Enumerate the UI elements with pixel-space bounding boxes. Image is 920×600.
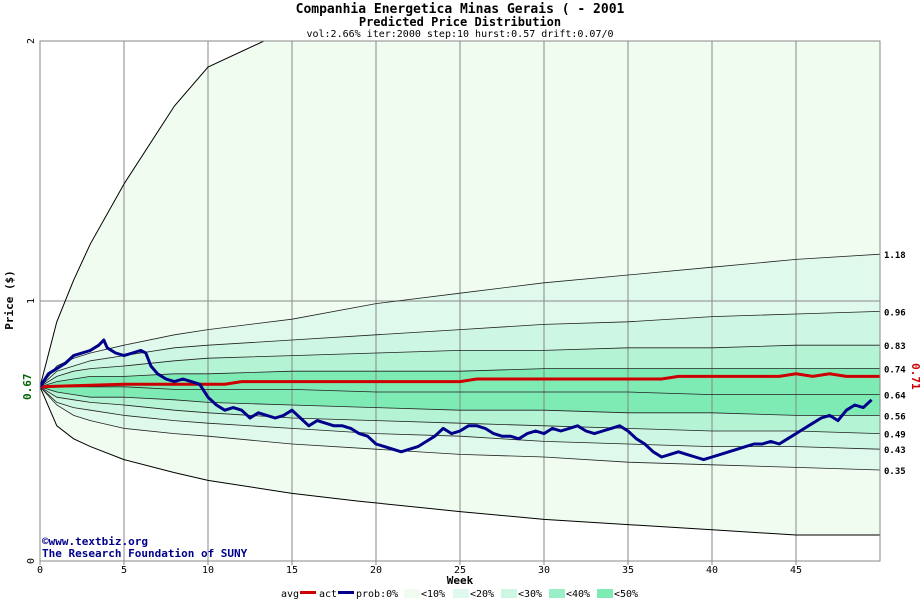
end-price-label: 0.71 xyxy=(909,363,920,390)
legend-band-1-swatch xyxy=(453,589,469,598)
legend-band-0-swatch xyxy=(404,589,420,598)
quantile-line-0 xyxy=(40,253,880,388)
credit-url: ©www.textbiz.org xyxy=(42,535,148,548)
actual-series-line xyxy=(40,338,873,462)
quantile-line-2 xyxy=(40,344,880,388)
legend-band-3-swatch xyxy=(549,589,565,598)
grid-lines xyxy=(40,41,880,561)
x-tick-label-15: 15 xyxy=(286,565,298,576)
legend-prob-label: prob:0% xyxy=(356,589,398,600)
quantile-line-6 xyxy=(40,386,880,434)
quantile-line-7 xyxy=(40,386,880,450)
right-label-6: 0.49 xyxy=(884,431,906,441)
x-axis-ticks: 0 5 10 15 20 25 30 35 40 45 xyxy=(37,561,802,576)
legend: avg act prob:0% <10% <20% <30% <40% <50% xyxy=(281,589,638,600)
right-label-4: 0.64 xyxy=(884,392,906,402)
envelope-lower-line xyxy=(40,386,880,536)
quantile-line-8 xyxy=(40,386,880,471)
y-axis-label: Price ($) xyxy=(3,270,16,330)
legend-act-label: act xyxy=(319,589,337,600)
quantile-line-1 xyxy=(40,311,880,388)
credit-line1: www.textbiz.org xyxy=(49,535,148,548)
right-label-0: 1.18 xyxy=(884,251,906,261)
y-tick-label-2: 2 xyxy=(26,38,37,44)
start-price-label: 0.67 xyxy=(21,374,34,401)
right-label-7: 0.43 xyxy=(884,446,906,456)
copyright-symbol: © xyxy=(42,535,49,548)
x-tick-label-45: 45 xyxy=(790,565,802,576)
y-axis-ticks: 0 1 2 xyxy=(26,38,37,564)
y-tick-label-0: 0 xyxy=(26,558,37,564)
x-tick-label-0: 0 xyxy=(37,565,43,576)
quantile-line-3 xyxy=(40,368,880,388)
x-tick-label-40: 40 xyxy=(706,565,718,576)
y-tick-label-1: 1 xyxy=(26,298,37,304)
quantile-line-5 xyxy=(40,386,880,416)
x-tick-label-5: 5 xyxy=(121,565,127,576)
chart-subtitle: Predicted Price Distribution xyxy=(359,15,561,29)
chart-params: vol:2.66% iter:2000 step:10 hurst:0.57 d… xyxy=(306,29,613,40)
envelope-upper-line xyxy=(40,41,266,387)
legend-avg-label: avg xyxy=(281,589,299,600)
right-label-3: 0.74 xyxy=(884,366,906,376)
quantile-lines xyxy=(40,41,880,536)
legend-b50-label: <50% xyxy=(614,589,638,600)
legend-b40-label: <40% xyxy=(566,589,590,600)
legend-band-2-swatch xyxy=(501,589,517,598)
right-label-5: 0.56 xyxy=(884,412,906,422)
x-tick-label-10: 10 xyxy=(202,565,214,576)
x-tick-label-20: 20 xyxy=(370,565,382,576)
x-tick-label-30: 30 xyxy=(538,565,550,576)
right-label-1: 0.96 xyxy=(884,308,906,318)
legend-b20-label: <20% xyxy=(470,589,494,600)
series-lines xyxy=(40,338,880,462)
legend-avg-swatch xyxy=(300,591,316,594)
x-tick-label-35: 35 xyxy=(622,565,634,576)
right-label-8: 0.35 xyxy=(884,467,906,477)
legend-b30-label: <30% xyxy=(518,589,542,600)
x-tick-label-25: 25 xyxy=(454,565,466,576)
legend-band-4-swatch xyxy=(597,589,613,598)
avg-series-line xyxy=(40,372,880,389)
credit-line2: The Research Foundation of SUNY xyxy=(42,547,248,560)
legend-act-swatch xyxy=(338,591,354,594)
legend-b10-label: <10% xyxy=(421,589,445,600)
chart-title: Companhia Energetica Minas Gerais ( - 20… xyxy=(296,2,625,17)
x-axis-label: Week xyxy=(447,574,474,587)
right-label-2: 0.83 xyxy=(884,342,906,352)
right-quantile-labels: 1.18 0.96 0.83 0.74 0.64 0.56 0.49 0.43 0.35 xyxy=(884,251,906,477)
